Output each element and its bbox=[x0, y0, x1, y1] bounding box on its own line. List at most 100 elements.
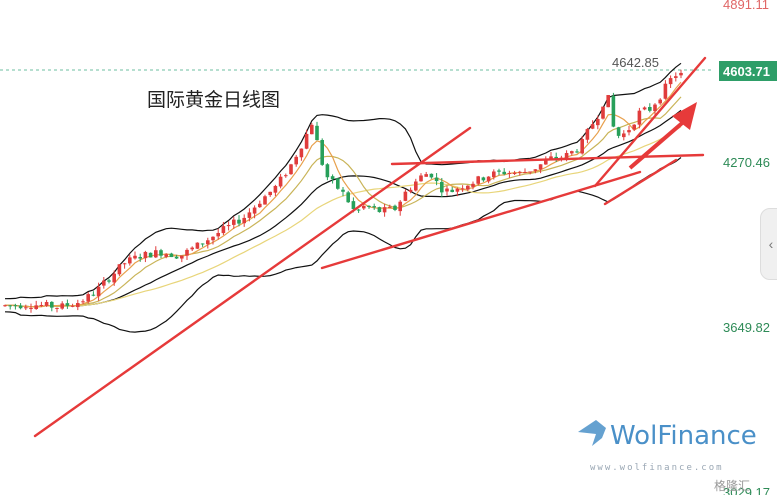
bollinger-middle bbox=[4, 109, 682, 308]
candle-body bbox=[29, 308, 33, 310]
candle-body bbox=[289, 164, 293, 175]
candle-body bbox=[50, 301, 54, 308]
candle-body bbox=[278, 176, 283, 187]
bollinger-lower bbox=[4, 157, 682, 333]
trend-arrow-head bbox=[672, 102, 697, 130]
candle-body bbox=[70, 305, 75, 307]
candle-body bbox=[611, 95, 616, 127]
candle-body bbox=[585, 129, 590, 140]
y-tick-label: 3649.82 bbox=[723, 320, 770, 335]
trend-line bbox=[33, 126, 472, 438]
candle-body bbox=[24, 307, 28, 309]
candle-body bbox=[362, 206, 366, 209]
candle-body bbox=[372, 206, 376, 208]
candle-body bbox=[221, 226, 226, 234]
candle-body bbox=[206, 240, 210, 245]
candle-body bbox=[81, 301, 85, 303]
candle-body bbox=[377, 207, 382, 213]
candle-body bbox=[367, 205, 371, 207]
candle-body bbox=[341, 189, 345, 192]
candle-body bbox=[44, 302, 49, 306]
candle-body bbox=[268, 191, 272, 196]
y-tick-label: 3029.17 bbox=[723, 485, 770, 495]
candle-body bbox=[658, 99, 662, 104]
candle-body bbox=[91, 294, 96, 296]
y-tick-label: 4270.46 bbox=[723, 155, 770, 170]
candle-body bbox=[596, 119, 600, 126]
candle-body bbox=[346, 192, 350, 203]
chevron-left-icon[interactable]: ‹ bbox=[760, 208, 777, 280]
trend-line bbox=[320, 170, 642, 270]
candle-body bbox=[216, 232, 220, 237]
candle-body bbox=[263, 196, 267, 205]
candle-body bbox=[232, 219, 236, 225]
candle-body bbox=[632, 124, 636, 130]
candle-body bbox=[476, 176, 480, 184]
ma-mid-line bbox=[4, 96, 682, 308]
candle-body bbox=[450, 189, 454, 193]
chart-title: 国际黄金日线图 bbox=[147, 89, 280, 111]
candle-body bbox=[590, 124, 595, 129]
candle-body bbox=[60, 303, 64, 309]
candle-body bbox=[247, 212, 252, 218]
candle-body bbox=[190, 247, 194, 250]
candle-body bbox=[211, 236, 215, 241]
watermark-url: www.wolfinance.com bbox=[590, 463, 724, 473]
candle-body bbox=[330, 176, 335, 180]
candle-body bbox=[154, 250, 158, 258]
high-price-label: 4642.85 bbox=[612, 55, 659, 70]
wolf-logo-icon bbox=[578, 420, 606, 446]
candle-body bbox=[674, 76, 678, 78]
candle-body bbox=[606, 95, 610, 108]
candle-body bbox=[544, 159, 548, 165]
candle-body bbox=[299, 148, 304, 158]
candle-body bbox=[523, 171, 527, 173]
candle-body bbox=[679, 72, 683, 76]
candle-body bbox=[273, 185, 278, 193]
trend-line bbox=[390, 153, 705, 166]
candle-body bbox=[18, 305, 23, 309]
candle-body bbox=[398, 201, 402, 212]
candle-body bbox=[648, 106, 652, 111]
candle-body bbox=[507, 172, 512, 174]
candle-body bbox=[642, 107, 647, 110]
last-price-tag bbox=[719, 61, 777, 81]
candle-body bbox=[96, 286, 101, 297]
candle-body bbox=[408, 189, 413, 192]
y-tick-label: 4891.11 bbox=[723, 0, 769, 12]
candle-body bbox=[237, 219, 241, 224]
candle-body bbox=[164, 254, 168, 257]
trend-lines bbox=[33, 56, 707, 438]
candle-body bbox=[471, 183, 475, 187]
candle-body bbox=[180, 255, 184, 259]
candle-body bbox=[455, 188, 460, 192]
candle-body bbox=[148, 252, 153, 258]
candle-body bbox=[200, 243, 205, 245]
candle-body bbox=[533, 169, 538, 171]
candle-body bbox=[34, 305, 38, 310]
candle-body bbox=[8, 305, 12, 307]
candle-body bbox=[575, 151, 579, 153]
candle-body bbox=[668, 78, 673, 85]
candle-body bbox=[518, 171, 522, 173]
candle-body bbox=[388, 206, 392, 208]
candle-body bbox=[429, 173, 434, 178]
candle-body bbox=[497, 170, 501, 172]
candle-body bbox=[112, 273, 116, 283]
candle-body bbox=[13, 305, 18, 307]
candle-body bbox=[466, 185, 470, 190]
watermark-corner: 格隆汇 bbox=[714, 478, 750, 493]
watermark-brand: WolFinance bbox=[610, 421, 757, 451]
candle-body bbox=[622, 133, 626, 138]
trend-line bbox=[593, 56, 707, 188]
candle-body bbox=[393, 205, 397, 210]
candle-body bbox=[242, 217, 246, 224]
candle-body bbox=[185, 249, 189, 256]
candle-body bbox=[315, 125, 319, 141]
candle-body bbox=[336, 178, 340, 189]
last-price-tag-label: 4603.71 bbox=[723, 64, 770, 79]
candle-body bbox=[169, 253, 174, 258]
candle-body bbox=[637, 110, 642, 125]
candle-body bbox=[195, 242, 200, 249]
